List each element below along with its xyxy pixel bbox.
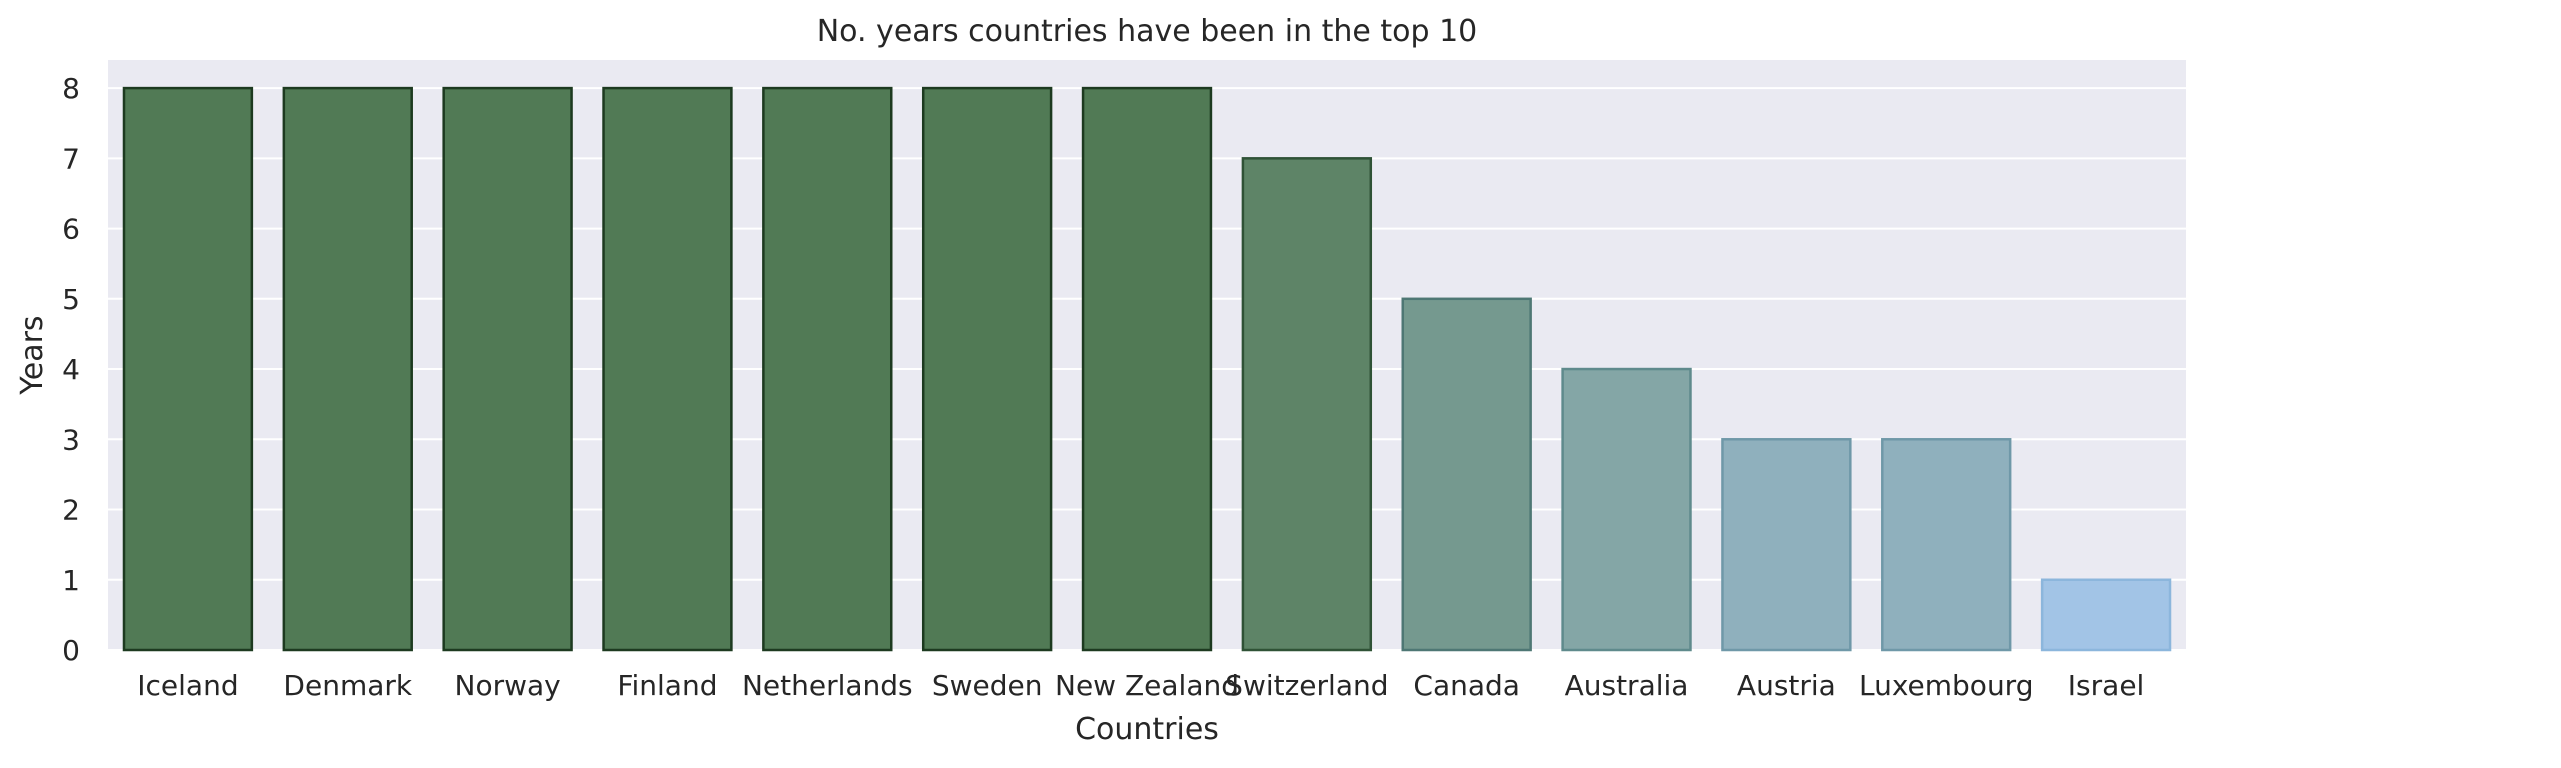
bar-sweden [921, 86, 1053, 652]
y-tick-label: 3 [62, 423, 80, 456]
x-tick-label: Israel [2068, 669, 2145, 702]
x-tick-label: Netherlands [742, 669, 913, 702]
x-tick-label: Switzerland [1225, 669, 1388, 702]
bar-new-zealand [1081, 86, 1213, 652]
x-tick-label: Luxembourg [1859, 669, 2034, 702]
bar-luxembourg [1881, 438, 2012, 652]
x-tick-label: Australia [1565, 669, 1689, 702]
bar-austria [1721, 438, 1852, 652]
bar-australia [1561, 367, 1692, 652]
x-tick-label: New Zealand [1055, 669, 1239, 702]
x-tick-label: Canada [1413, 669, 1520, 702]
x-tick-label: Denmark [283, 669, 412, 702]
bar-canada [1401, 297, 1532, 652]
y-tick-label: 8 [62, 72, 80, 105]
x-tick-label: Iceland [137, 669, 238, 702]
y-tick-label: 2 [62, 494, 80, 527]
y-tick-labels: 0 1 2 3 4 5 6 7 8 [62, 72, 80, 667]
bar-switzerland [1241, 157, 1373, 652]
bar-netherlands [762, 86, 893, 652]
x-tick-label: Norway [455, 669, 561, 702]
x-tick-label: Finland [617, 669, 717, 702]
y-tick-label: 6 [62, 213, 80, 246]
y-tick-label: 4 [62, 353, 80, 386]
chart-title: No. years countries have been in the top… [817, 14, 1478, 49]
x-axis-label: Countries [1075, 712, 1219, 747]
y-axis-label: Years [15, 315, 50, 395]
y-tick-label: 0 [62, 634, 80, 667]
y-tick-label: 1 [62, 564, 80, 597]
bar-israel [2040, 578, 2172, 652]
bars [122, 86, 2172, 652]
x-tick-labels: Iceland Denmark Norway Finland Netherlands Sw… [137, 669, 2144, 702]
x-tick-label: Sweden [932, 669, 1043, 702]
y-tick-label: 5 [62, 283, 80, 316]
bar-iceland [122, 86, 254, 652]
bar-finland [602, 86, 733, 652]
bar-denmark [282, 86, 413, 652]
y-tick-label: 7 [62, 142, 80, 175]
bar-norway [442, 86, 573, 652]
x-tick-label: Austria [1737, 669, 1836, 702]
